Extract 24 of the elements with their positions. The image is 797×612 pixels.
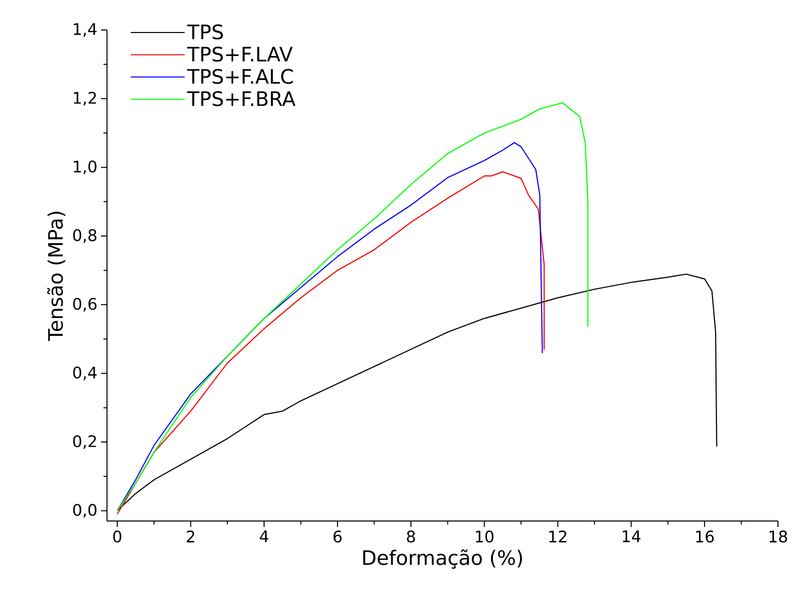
y-tick-label: 0,8 (73, 229, 96, 243)
x-tick-label: 12 (549, 530, 566, 542)
legend-label: TPS (187, 24, 223, 40)
x-axis-title: Deformação (%) (363, 549, 522, 569)
x-tick-label: 6 (334, 530, 342, 543)
x-tick-label: 4 (260, 530, 268, 542)
y-tick-label: 1,4 (74, 23, 97, 37)
y-tick-label: 1,2 (74, 92, 96, 106)
x-tick-label: 2 (186, 530, 194, 542)
x-tick-label: 10 (476, 530, 494, 543)
y-tick-label: 0,2 (73, 435, 96, 449)
legend-label: TPS+F.BRA (187, 91, 296, 106)
y-tick-label: 0,6 (73, 298, 96, 312)
y-tick-label: 0,0 (73, 504, 96, 518)
legend-label: TPS+F.LAV (187, 46, 293, 62)
legend-label: TPS+F.ALC (187, 68, 293, 84)
y-tick-label: 0,4 (73, 366, 97, 380)
x-tick-label: 8 (406, 530, 415, 543)
x-tick-label: 18 (770, 530, 788, 543)
x-tick-label: 14 (622, 530, 640, 542)
x-tick-label: 16 (696, 530, 714, 543)
y-axis-title: Tensão (MPa) (47, 212, 66, 341)
x-tick-label: 0 (113, 530, 122, 543)
y-tick-label: 1,0 (74, 160, 96, 174)
